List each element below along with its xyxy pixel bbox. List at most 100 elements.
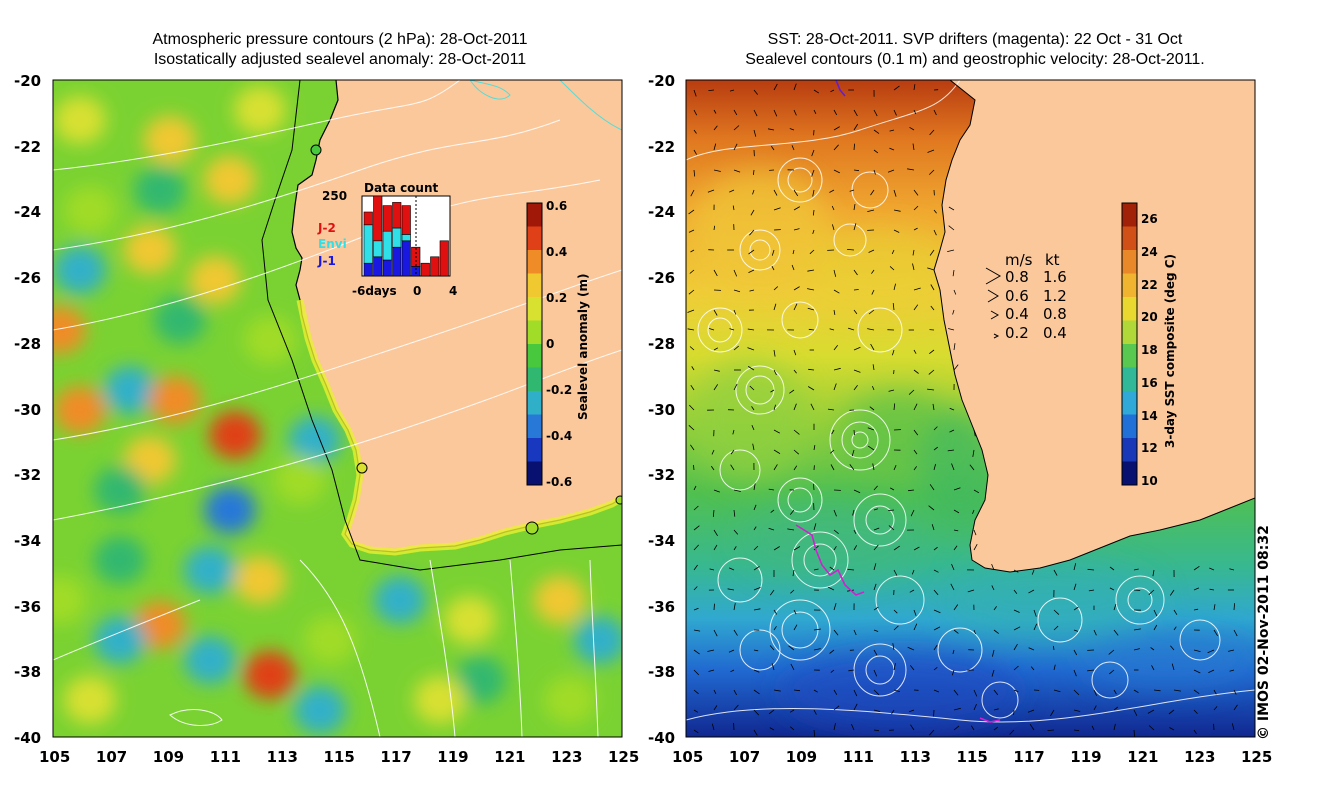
velocity-arrow bbox=[713, 384, 719, 391]
velocity-arrow bbox=[873, 544, 879, 551]
velocity-arrow bbox=[927, 267, 935, 271]
velocity-arrow bbox=[1050, 709, 1055, 717]
velocity-arrow bbox=[891, 709, 895, 715]
velocity-arrow bbox=[733, 603, 736, 611]
velocity-arrow bbox=[773, 689, 781, 692]
velocity-arrow bbox=[713, 489, 720, 493]
anomaly-blob bbox=[184, 546, 236, 594]
velocity-arrow bbox=[913, 304, 919, 311]
velocity-arrow bbox=[727, 588, 735, 591]
velocity-arrow bbox=[1169, 727, 1175, 731]
velocity-arrow bbox=[810, 403, 815, 411]
velocity-arrow bbox=[1133, 568, 1139, 571]
latR-label: -26 bbox=[648, 269, 676, 288]
velocity-arrow bbox=[710, 465, 715, 471]
velocity-arrow bbox=[751, 425, 755, 431]
velocity-arrow bbox=[771, 663, 775, 671]
velocity-arrow bbox=[929, 484, 935, 491]
velocity-arrow bbox=[747, 328, 755, 331]
velocity-arrow bbox=[869, 406, 875, 411]
velocity-arrow bbox=[893, 403, 896, 411]
velocity-arrow bbox=[833, 723, 836, 731]
velocity-arrow bbox=[687, 328, 695, 331]
velocity-arrow bbox=[1073, 629, 1079, 632]
velocity-arrow bbox=[769, 727, 775, 731]
velocity-arrow bbox=[793, 228, 800, 231]
velocity-arrow bbox=[972, 509, 975, 514]
colorbar-swatch bbox=[527, 226, 542, 251]
velocity-arrow bbox=[913, 546, 920, 551]
colorbar-swatch bbox=[1122, 414, 1137, 439]
velocity-arrow bbox=[793, 369, 797, 374]
velocity-arrow bbox=[833, 603, 837, 611]
velocity-arrow bbox=[909, 589, 915, 593]
velocity-arrow bbox=[730, 669, 735, 673]
velocity-arrow bbox=[752, 189, 755, 195]
velocity-arrow bbox=[1213, 629, 1218, 637]
velocity-arrow bbox=[853, 369, 861, 373]
velocity-arrow bbox=[849, 464, 855, 471]
velocity-arrow bbox=[912, 143, 915, 151]
copyright-text: © IMOS 02-Nov-2011 08:32 bbox=[1256, 525, 1272, 740]
velocity-arrow bbox=[867, 427, 875, 431]
velocity-arrow bbox=[873, 109, 878, 117]
velocity-arrow bbox=[1148, 589, 1155, 595]
velocity-arrow bbox=[853, 529, 857, 534]
velocity-arrow bbox=[1093, 705, 1097, 711]
velocity-arrow bbox=[953, 689, 959, 696]
velocity-arrow bbox=[713, 544, 718, 551]
lonR-label: 107 bbox=[728, 748, 761, 766]
velocity-arrow bbox=[753, 608, 761, 611]
velocity-arrow bbox=[910, 509, 915, 517]
velocity-arrow bbox=[893, 283, 896, 291]
velocity-arrow bbox=[993, 689, 999, 696]
anomaly-blob bbox=[204, 486, 256, 534]
velocity-arrow bbox=[1152, 569, 1155, 577]
velocity-arrow bbox=[813, 628, 821, 631]
velocity-arrow bbox=[993, 629, 999, 634]
velocity-arrow bbox=[773, 303, 777, 311]
left-map-frame bbox=[52, 79, 623, 738]
inset-bar-j1 bbox=[373, 256, 383, 277]
inset-bars bbox=[363, 195, 449, 277]
velocity-arrow bbox=[853, 169, 860, 172]
velocity-arrow bbox=[789, 128, 795, 131]
velocity-arrow bbox=[753, 689, 760, 695]
velocity-arrow bbox=[912, 249, 915, 256]
velocity-arrow bbox=[1013, 589, 1018, 594]
velocity-arrow bbox=[1091, 725, 1095, 731]
velocity-arrow bbox=[1213, 689, 1217, 695]
velocity-arrow bbox=[992, 649, 995, 657]
colorbar-swatch bbox=[527, 320, 542, 345]
lonR-label: 119 bbox=[1070, 748, 1102, 766]
anomaly-blob bbox=[134, 601, 186, 649]
anomaly-blob bbox=[94, 466, 146, 514]
colorbar-tick-label: 24 bbox=[1141, 244, 1158, 259]
velocity-arrow bbox=[1148, 725, 1155, 731]
velocity-arrow bbox=[709, 328, 715, 331]
velocity-arrow bbox=[1013, 609, 1020, 613]
velocity-arrow bbox=[870, 343, 875, 351]
velocity-arrow bbox=[793, 83, 797, 91]
velocity-arrow bbox=[1053, 609, 1060, 615]
right-map-frame bbox=[685, 79, 1256, 738]
velocity-arrow bbox=[853, 629, 857, 636]
velocity-arrow bbox=[691, 366, 695, 371]
velocity-arrow bbox=[793, 689, 801, 692]
velocity-arrow bbox=[1073, 709, 1081, 712]
velocity-arrow bbox=[891, 249, 895, 255]
velocity-arrow bbox=[749, 385, 755, 391]
velocity-arrow bbox=[1029, 723, 1035, 731]
velocity-arrow bbox=[733, 529, 739, 535]
anomaly-blob bbox=[234, 86, 286, 134]
lonL-label: 107 bbox=[95, 748, 128, 766]
velocity-arrow bbox=[1073, 649, 1078, 656]
sst-patches bbox=[690, 170, 1255, 730]
velocity-arrow bbox=[790, 663, 795, 671]
velocity-arrow bbox=[889, 266, 895, 271]
velocity-arrow bbox=[890, 487, 895, 491]
velocity-arrow bbox=[931, 524, 935, 531]
velocity-arrow bbox=[733, 629, 738, 636]
velocity-arrow bbox=[771, 265, 775, 271]
anomaly-blob bbox=[574, 616, 622, 664]
